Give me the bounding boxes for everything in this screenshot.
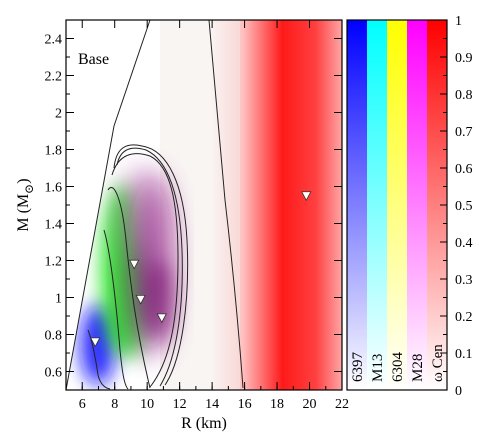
x-tick-label: 16 (238, 397, 252, 412)
svg-text:M (M⊙): M (M⊙) (15, 178, 36, 231)
colorbar-tick-label: 0.8 (455, 88, 473, 103)
y-tick-label: 2.4 (45, 33, 63, 48)
x-tick-label: 22 (335, 397, 349, 412)
colorbar-tick-label: 0.6 (455, 162, 473, 177)
colorbar-ticks: 0 0.1 0.2 0.3 0.4 0.5 0.6 0.7 0.8 0.9 1 (440, 14, 473, 399)
x-tick-label: 12 (173, 397, 187, 412)
plot-area: Base (65, 19, 343, 391)
colorbar-tick-label: 0.3 (455, 273, 473, 288)
colorbar-tick-label: 0.9 (455, 51, 473, 66)
x-axis-ticks: 6 8 10 12 14 16 18 20 22 (65, 20, 349, 412)
y-axis-ticks: 0.6 0.8 1 1.2 1.4 1.6 1.8 2 2.2 2.4 (45, 19, 342, 391)
peak-markers (90, 191, 312, 348)
colorbar-label: 6304 (390, 352, 406, 383)
peak-marker (156, 313, 167, 324)
colorbar-label: M13 (370, 354, 386, 382)
y-tick-label: 1.2 (45, 255, 63, 270)
y-label-close: ) (15, 178, 32, 183)
y-tick-label: 2 (55, 107, 62, 122)
y-tick-label: 0.6 (45, 366, 63, 381)
colorbar-label: ω Cen (430, 344, 446, 382)
colorbar-tick-label: 1 (455, 14, 462, 29)
density-map (66, 20, 342, 390)
contours (65, 19, 244, 391)
y-axis-label: M (M⊙) (15, 178, 36, 231)
y-tick-label: 1.4 (45, 218, 63, 233)
x-tick-label: 8 (111, 397, 118, 412)
y-tick-label: 0.8 (45, 329, 63, 344)
x-tick-label: 14 (205, 397, 219, 412)
peak-marker (301, 191, 312, 202)
colorbar-tick-label: 0.1 (455, 347, 473, 362)
x-tick-label: 20 (303, 397, 317, 412)
y-label-main: M (M (15, 194, 32, 232)
x-tick-label: 6 (79, 397, 86, 412)
peak-marker (90, 337, 101, 348)
x-axis-label: R (km) (181, 415, 227, 432)
y-tick-label: 1.6 (45, 181, 63, 196)
colorbar-labels: 6397 M13 6304 M28 ω Cen (350, 344, 446, 382)
peak-marker (135, 294, 146, 305)
colorbar-tick-label: 0.4 (455, 236, 473, 251)
colorbar-tick-label: 0 (455, 384, 462, 399)
y-label-sun-symbol: ⊙ (22, 184, 36, 194)
colorbar: 0 0.1 0.2 0.3 0.4 0.5 0.6 0.7 0.8 0.9 1 6397 M13 630… (346, 14, 473, 399)
panel-label: Base (78, 51, 109, 68)
y-tick-label: 1.8 (45, 144, 63, 159)
x-tick-label: 18 (270, 397, 284, 412)
y-tick-label: 2.2 (45, 70, 63, 85)
colorbar-tick-label: 0.5 (455, 199, 473, 214)
colorbar-label: M28 (410, 354, 426, 382)
colorbar-tick-label: 0.2 (455, 310, 473, 325)
x-tick-label: 10 (140, 397, 154, 412)
y-tick-label: 1 (55, 292, 62, 307)
peak-marker (129, 259, 140, 270)
colorbar-tick-label: 0.7 (455, 125, 473, 140)
colorbar-label: 6397 (350, 352, 366, 383)
